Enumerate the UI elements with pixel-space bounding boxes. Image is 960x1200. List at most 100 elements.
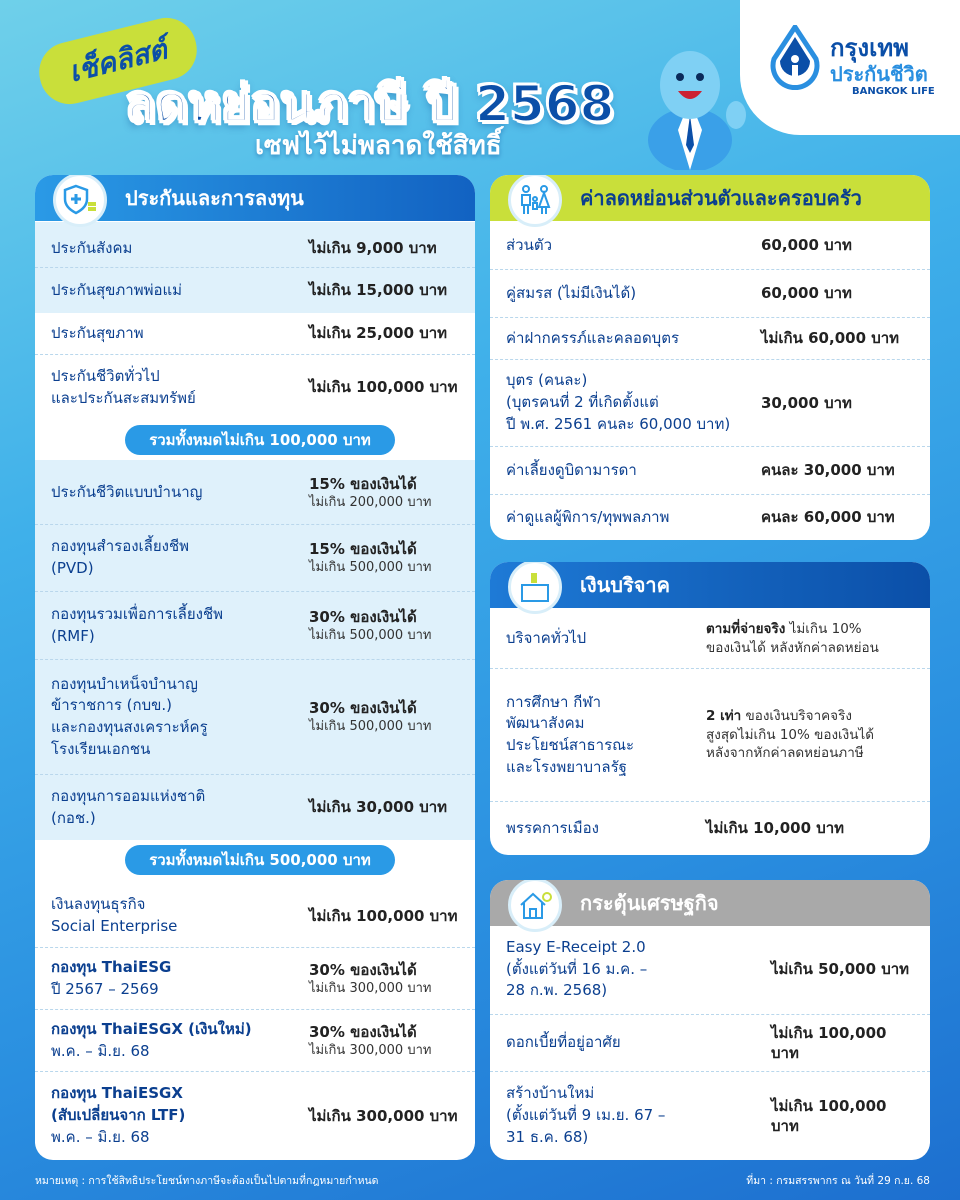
item-label: Easy E-Receipt 2.0 (ตั้งแต่วันที่ 16 ม.ค…: [506, 937, 648, 1000]
item-label: กองทุน ThaiESG: [51, 957, 172, 976]
item-label: บริจาคทั่วไป: [506, 628, 587, 647]
item-value: 60,000 บาท: [761, 284, 852, 303]
item-value: ไม่เกิน 10% ของเงินได้ หลังหักค่าลดหย่อน: [706, 620, 879, 656]
item-value: ไม่เกิน 15,000 บาท: [309, 281, 448, 300]
item-value: 30% ของเงินได้: [309, 699, 417, 718]
logo-text-th2: ประกันชีวิต: [830, 62, 928, 86]
item-note: ไม่เกิน 200,000 บาท: [309, 495, 432, 511]
stimulus-header: กระตุ้นเศรษฐกิจ: [490, 880, 930, 926]
list-item: พรรคการเมือง ไม่เกิน 10,000 บาท: [490, 802, 930, 855]
insurance-card: ประกันและการลงทุน ประกันสังคม ไม่เกิน 9,0…: [35, 175, 475, 1160]
list-item: กองทุนบำเหน็จบำนาญ ข้าราชการ (กบข.) และก…: [35, 660, 475, 775]
item-note: ไม่เกิน 500,000 บาท: [309, 719, 432, 735]
item-label: กองทุน ThaiESGX (เงินใหม่): [51, 1019, 252, 1038]
list-item: ค่าฝากครรภ์และคลอดบุตร ไม่เกิน 60,000 บาท: [490, 318, 930, 360]
logo-drop-icon: [770, 25, 820, 91]
item-sublabel: พ.ค. – มิ.ย. 68: [51, 1127, 150, 1146]
item-value: 30% ของเงินได้: [309, 960, 417, 979]
item-value: 15% ของเงินได้: [309, 475, 417, 494]
list-item: กองทุน ThaiESG ปี 2567 – 2569 30% ของเงินไ…: [35, 948, 475, 1010]
list-item: เงินลงทุนธุรกิจ Social Enterprise ไม่เกิน…: [35, 885, 475, 948]
logo: กรุงเทพ ประกันชีวิต BANGKOK LIFE: [740, 0, 960, 135]
list-item: กองทุน ThaiESGX (สับเปลี่ยนจาก LTF) พ.ค. …: [35, 1072, 475, 1160]
item-label: ค่าเลี้ยงดูบิดามารดา: [506, 460, 637, 479]
list-item: สร้างบ้านใหม่ (ตั้งแต่วันที่ 9 เม.ย. 67 …: [490, 1072, 930, 1160]
item-note: ไม่เกิน 300,000 บาท: [309, 1042, 432, 1058]
list-item: ดอกเบี้ยที่อยู่อาศัย ไม่เกิน 100,000 บาท: [490, 1015, 930, 1072]
item-value: คนละ 60,000 บาท: [761, 508, 895, 527]
item-value: 15% ของเงินได้: [309, 540, 417, 559]
item-label: กองทุนบำเหน็จบำนาญ ข้าราชการ (กบข.) และก…: [51, 674, 208, 758]
insurance-title: ประกันและการลงทุน: [125, 186, 304, 210]
logo-text-th1: กรุงเทพ: [830, 34, 909, 62]
item-value-bold: ตามที่จ่ายจริง: [706, 620, 786, 637]
item-note: ไม่เกิน 300,000 บาท: [309, 980, 432, 996]
item-value: 30% ของเงินได้: [309, 1022, 417, 1041]
donation-header: เงินบริจาค: [490, 562, 930, 608]
item-label: ประกันสังคม: [51, 238, 133, 257]
shield-coins-icon: [53, 175, 107, 227]
insurance-header: ประกันและการลงทุน: [35, 175, 475, 221]
footer-note: หมายเหตุ : การใช้สิทธิประโยชน์ทางภาษีจะต…: [35, 1175, 379, 1187]
donation-card: เงินบริจาค บริจาคทั่วไป ตามที่จ่ายจริง ไม…: [490, 562, 930, 855]
logo-text-en: BANGKOK LIFE: [852, 86, 935, 97]
total-badge: รวมทั้งหมดไม่เกิน 100,000 บาท: [125, 425, 395, 455]
list-item: ค่าดูแลผู้พิการ/ทุพพลภาพ คนละ 60,000 บาท: [490, 495, 930, 540]
list-item: ประกันชีวิตแบบบำนาญ 15% ของเงินได้ ไม่เกิน…: [35, 462, 475, 525]
list-item: ประกันสุขภาพพ่อแม่ ไม่เกิน 15,000 บาท: [35, 268, 475, 313]
item-label: ประกันสุขภาพพ่อแม่: [51, 280, 183, 299]
list-item: กองทุน ThaiESGX (เงินใหม่) พ.ค. – มิ.ย. 6…: [35, 1010, 475, 1072]
item-label: ดอกเบี้ยที่อยู่อาศัย: [506, 1033, 621, 1052]
item-value: ของเงินบริจาคจริง สูงสุดไม่เกิน 10% ของเ…: [706, 707, 875, 762]
item-label: กองทุนรวมเพื่อการเลี้ยงชีพ (RMF): [51, 604, 224, 645]
item-label: บุตร (คนละ) (บุตรคนที่ 2 ที่เกิดตั้งแต่ …: [506, 371, 731, 433]
item-note: ไม่เกิน 500,000 บาท: [309, 560, 432, 576]
page-subtitle: เซฟไว้ไม่พลาดใช้สิทธิ์: [255, 131, 502, 161]
item-value: ไม่เกิน 10,000 บาท: [706, 819, 845, 838]
list-item: ส่วนตัว 60,000 บาท: [490, 222, 930, 270]
list-item: ประกันสังคม ไม่เกิน 9,000 บาท: [35, 230, 475, 268]
stimulus-card: กระตุ้นเศรษฐกิจ Easy E-Receipt 2.0 (ตั้ง…: [490, 880, 930, 1160]
list-item: บริจาคทั่วไป ตามที่จ่ายจริง ไม่เกิน 10% ข…: [490, 609, 930, 669]
item-value: ไม่เกิน 100,000 บาท: [309, 906, 458, 925]
item-value: 30,000 บาท: [761, 393, 852, 412]
item-label: ค่าดูแลผู้พิการ/ทุพพลภาพ: [506, 507, 670, 526]
item-label: คู่สมรส (ไม่มีเงินได้): [506, 283, 637, 302]
list-item: ประกันสุขภาพ ไม่เกิน 25,000 บาท: [35, 313, 475, 355]
item-value: ไม่เกิน 25,000 บาท: [309, 324, 448, 343]
personal-title: ค่าลดหย่อนส่วนตัวและครอบครัว: [580, 186, 862, 210]
list-item: ค่าเลี้ยงดูบิดามารดา คนละ 30,000 บาท: [490, 447, 930, 495]
item-label: การศึกษา กีฬา พัฒนาสังคม ประโยชน์สาธารณะ…: [506, 692, 635, 776]
item-label: ประกันชีวิตแบบบำนาญ: [51, 483, 203, 502]
list-item: คู่สมรส (ไม่มีเงินได้) 60,000 บาท: [490, 270, 930, 318]
list-item: ประกันชีวิตทั่วไป และประกันสะสมทรัพย์ ไม่…: [35, 355, 475, 420]
list-item: กองทุนรวมเพื่อการเลี้ยงชีพ (RMF) 30% ของเ…: [35, 592, 475, 660]
list-item: การศึกษา กีฬา พัฒนาสังคม ประโยชน์สาธารณะ…: [490, 669, 930, 802]
item-value: 30% ของเงินได้: [309, 607, 417, 626]
item-label: ส่วนตัว: [506, 235, 552, 254]
footer-source: ที่มา : กรมสรรพากร ณ วันที่ 29 ก.ย. 68: [746, 1175, 930, 1187]
item-value: ไม่เกิน 50,000 บาท: [771, 960, 910, 979]
mascot-icon: [648, 51, 746, 170]
list-item: บุตร (คนละ) (บุตรคนที่ 2 ที่เกิดตั้งแต่ …: [490, 360, 930, 447]
item-label: กองทุนการออมแห่งชาติ (กอช.): [51, 786, 206, 827]
item-label: เงินลงทุนธุรกิจ Social Enterprise: [51, 895, 178, 935]
list-item: Easy E-Receipt 2.0 (ตั้งแต่วันที่ 16 ม.ค…: [490, 925, 930, 1015]
personal-card: ค่าลดหย่อนส่วนตัวและครอบครัว ส่วนตัว 60,0…: [490, 175, 930, 540]
item-note: ไม่เกิน 500,000 บาท: [309, 627, 432, 643]
donation-box-icon: [508, 562, 562, 614]
list-item: กองทุนสำรองเลี้ยงชีพ (PVD) 15% ของเงินได้…: [35, 525, 475, 592]
item-label: กองทุนสำรองเลี้ยงชีพ (PVD): [51, 537, 190, 577]
item-value: ไม่เกิน 9,000 บาท: [309, 239, 437, 258]
item-label: สร้างบ้านใหม่ (ตั้งแต่วันที่ 9 เม.ย. 67 …: [506, 1084, 666, 1146]
item-value: 60,000 บาท: [761, 236, 852, 255]
item-value: ไม่เกิน 300,000 บาท: [309, 1106, 458, 1125]
donation-title: เงินบริจาค: [580, 573, 671, 597]
item-value: ไม่เกิน 60,000 บาท: [761, 329, 900, 348]
list-item: กองทุนการออมแห่งชาติ (กอช.) ไม่เกิน 30,00…: [35, 775, 475, 840]
item-value: คนละ 30,000 บาท: [761, 461, 895, 480]
item-label: ประกันชีวิตทั่วไป และประกันสะสมทรัพย์: [51, 366, 196, 407]
item-sublabel: ปี 2567 – 2569: [51, 979, 159, 998]
page-title: ลดหย่อนภาษี ปี 2568: [124, 74, 615, 134]
item-value-bold: 2 เท่า: [706, 707, 742, 724]
